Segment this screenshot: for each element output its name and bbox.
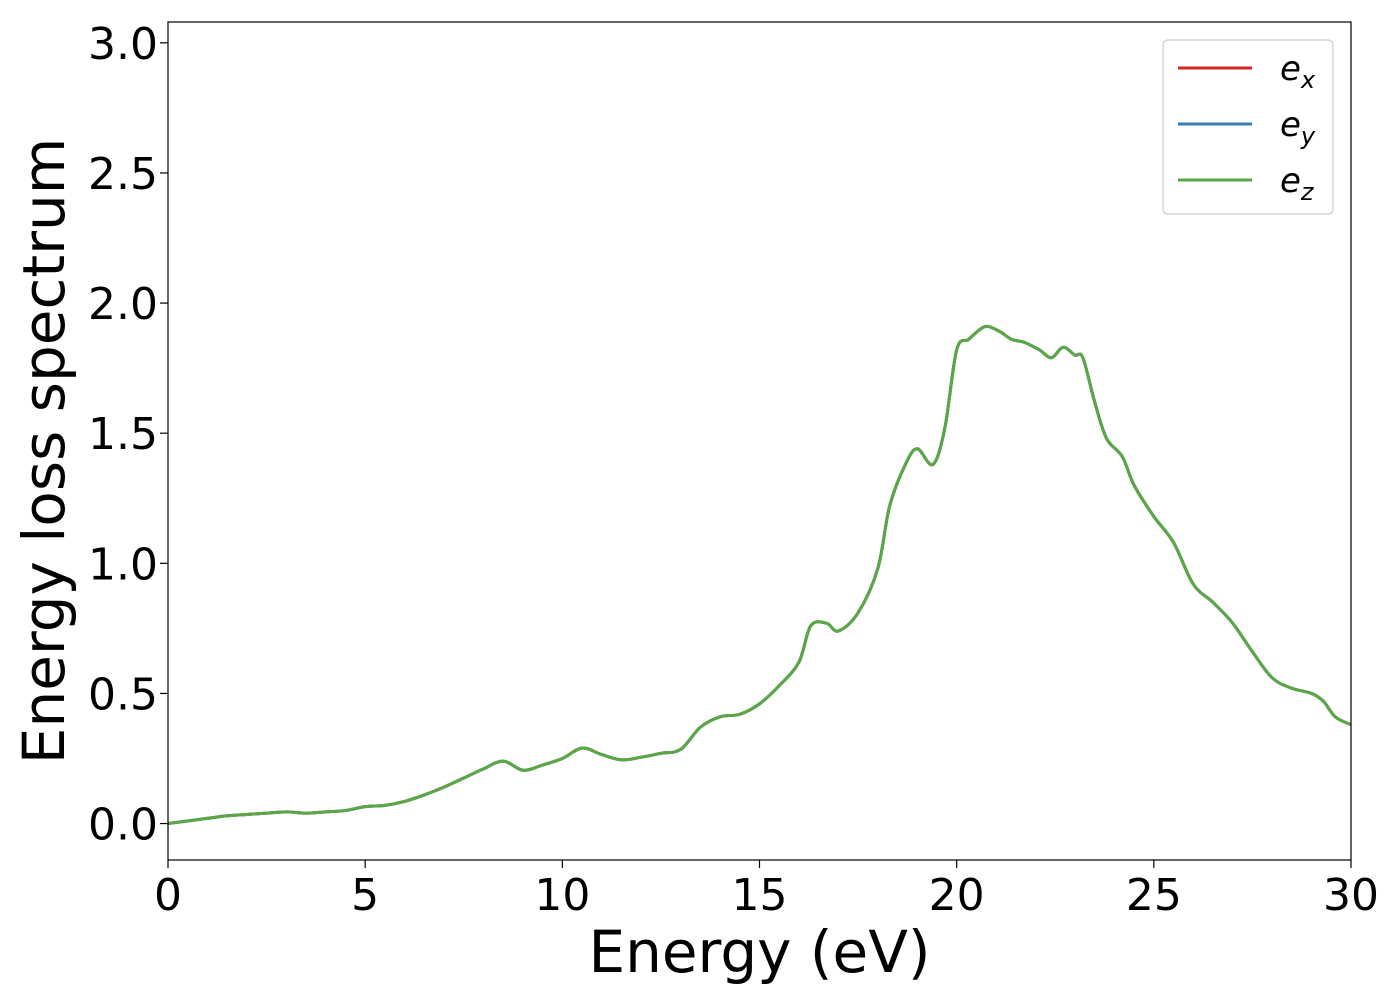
x-tick-label: 25	[1126, 870, 1182, 921]
legend-label-z: ez	[1280, 161, 1315, 206]
series-line-y	[168, 324, 1351, 826]
y-axis-title: Energy loss spectrum	[10, 138, 78, 764]
y-tick-label: 2.0	[88, 279, 158, 330]
x-axis: 0 5 10 15 20 25 30	[154, 860, 1379, 921]
y-tick-label: 1.0	[88, 539, 158, 590]
series-line-x	[168, 324, 1351, 826]
x-tick-label: 5	[351, 870, 379, 921]
y-tick-label: 2.5	[88, 149, 158, 200]
x-tick-label: 10	[534, 870, 590, 921]
legend-label-x: ex	[1280, 49, 1316, 94]
x-tick-label: 15	[732, 870, 788, 921]
legend-box	[1162, 39, 1334, 215]
series-layer	[168, 324, 1351, 826]
legend-label-y: ey	[1280, 105, 1316, 150]
y-tick-label: 0.5	[88, 669, 158, 720]
legend: ex ey ez	[1162, 39, 1334, 215]
x-tick-label: 0	[154, 870, 182, 921]
x-tick-label: 20	[929, 870, 985, 921]
x-axis-title: Energy (eV)	[588, 918, 930, 986]
y-tick-label: 0.0	[88, 800, 158, 851]
series-line-z	[168, 324, 1351, 826]
y-axis: 0.0 0.5 1.0 1.5 2.0 2.5 3.0	[88, 19, 168, 851]
y-tick-label: 1.5	[88, 409, 158, 460]
x-tick-label: 30	[1323, 870, 1379, 921]
y-tick-label: 3.0	[88, 19, 158, 70]
